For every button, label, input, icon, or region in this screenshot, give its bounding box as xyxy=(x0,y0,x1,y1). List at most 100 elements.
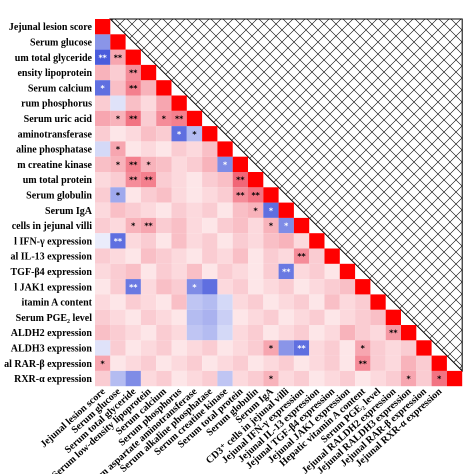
heatmap-cell xyxy=(232,233,248,249)
heatmap-cell xyxy=(186,217,203,234)
significance-mark: ** xyxy=(297,344,306,353)
heatmap-cell xyxy=(140,233,157,249)
heatmap-cell xyxy=(110,141,126,157)
heatmap-cell xyxy=(110,217,126,234)
heatmap-cell xyxy=(95,263,111,280)
heatmap-cell xyxy=(278,217,294,234)
heatmap-cell xyxy=(110,263,126,280)
heatmap-cell xyxy=(248,325,264,341)
heatmap-cell xyxy=(309,248,325,264)
heatmap-cell xyxy=(171,110,187,127)
heatmap-cell xyxy=(309,370,325,387)
heatmap-cell xyxy=(263,248,279,264)
heatmap-cell xyxy=(370,309,386,325)
significance-mark: * xyxy=(101,359,106,368)
heatmap-cell xyxy=(309,355,325,371)
diagonal-cell xyxy=(232,156,248,172)
heatmap-cell xyxy=(156,217,172,234)
heatmap-cell xyxy=(232,279,248,295)
heatmap-cell xyxy=(125,370,141,387)
heatmap-cell xyxy=(171,156,187,172)
heatmap-cell xyxy=(110,325,126,341)
heatmap-cell xyxy=(171,202,187,218)
significance-mark: * xyxy=(407,375,412,384)
heatmap-cell xyxy=(324,340,340,356)
heatmap-cell xyxy=(248,294,264,310)
heatmap-cell xyxy=(263,202,279,218)
heatmap-cell xyxy=(140,110,157,127)
heatmap-cells: ** ***** *** ** * *** *** ** * *** ** *** ** *** ** ** *… xyxy=(95,19,463,387)
heatmap-cell xyxy=(232,187,248,203)
heatmap-cell xyxy=(186,294,203,310)
heatmap-cell xyxy=(140,187,157,203)
row-label: cells in jejunal villi xyxy=(12,221,93,232)
heatmap-cell xyxy=(125,64,141,81)
heatmap-cell xyxy=(125,279,141,295)
heatmap-cell xyxy=(156,141,172,157)
heatmap-cell xyxy=(355,370,371,387)
heatmap-cell xyxy=(125,80,141,96)
heatmap-cell xyxy=(293,233,310,249)
heatmap-cell xyxy=(202,202,218,218)
heatmap-cell xyxy=(263,370,279,387)
heatmap-cell xyxy=(431,370,447,387)
heatmap-cell xyxy=(186,248,203,264)
significance-mark: * xyxy=(361,344,366,353)
diagonal-cell xyxy=(431,355,447,371)
significance-mark: ** xyxy=(282,267,291,276)
significance-mark: * xyxy=(269,222,274,231)
significance-mark: ** xyxy=(129,69,138,78)
significance-mark: * xyxy=(116,160,121,169)
heatmap-cell xyxy=(217,340,233,356)
heatmap-cell xyxy=(202,233,218,249)
heatmap-cell xyxy=(217,187,233,203)
heatmap-cell xyxy=(248,233,264,249)
heatmap-cell xyxy=(217,355,233,371)
heatmap-cell xyxy=(263,325,279,341)
significance-mark: * xyxy=(223,160,228,169)
heatmap-cell xyxy=(171,279,187,295)
heatmap-cell xyxy=(309,325,325,341)
heatmap-cell xyxy=(339,355,356,371)
heatmap-cell xyxy=(401,370,417,387)
heatmap-cell xyxy=(186,202,203,218)
heatmap-cell xyxy=(248,202,264,218)
heatmap-cell xyxy=(202,309,218,325)
heatmap-cell xyxy=(171,370,187,387)
diagonal-cell xyxy=(202,126,218,142)
heatmap-cell xyxy=(140,325,157,341)
heatmap-cell xyxy=(171,340,187,356)
heatmap-cell xyxy=(110,187,126,203)
row-label: aminotransferase xyxy=(18,129,93,140)
significance-mark: * xyxy=(116,114,121,123)
diagonal-cell xyxy=(263,187,279,203)
diagonal-cell xyxy=(339,263,356,280)
heatmap-cell xyxy=(202,248,218,264)
heatmap-cell xyxy=(309,309,325,325)
heatmap-cell xyxy=(232,355,248,371)
heatmap-cell xyxy=(202,340,218,356)
heatmap-cell xyxy=(171,294,187,310)
heatmap-cell xyxy=(125,263,141,280)
heatmap-cell xyxy=(95,126,111,142)
heatmap-cell xyxy=(217,325,233,341)
significance-mark: ** xyxy=(144,222,153,231)
heatmap-cell xyxy=(95,64,111,81)
heatmap-cell xyxy=(156,325,172,341)
heatmap-cell xyxy=(110,110,126,127)
row-label: Serum uric acid xyxy=(24,114,93,125)
heatmap-cell xyxy=(95,217,111,234)
heatmap-cell xyxy=(202,279,218,295)
significance-mark: * xyxy=(269,206,274,215)
heatmap-cell xyxy=(186,233,203,249)
row-label: Serum calcium xyxy=(28,83,93,94)
heatmap-cell xyxy=(95,187,111,203)
significance-mark: ** xyxy=(175,114,184,123)
heatmap-cell xyxy=(278,325,294,341)
row-label: RXR-α expression xyxy=(14,374,92,385)
heatmap-cell xyxy=(95,340,111,356)
heatmap-cell xyxy=(339,294,356,310)
heatmap-cell xyxy=(278,263,294,280)
heatmap-cell xyxy=(355,325,371,341)
